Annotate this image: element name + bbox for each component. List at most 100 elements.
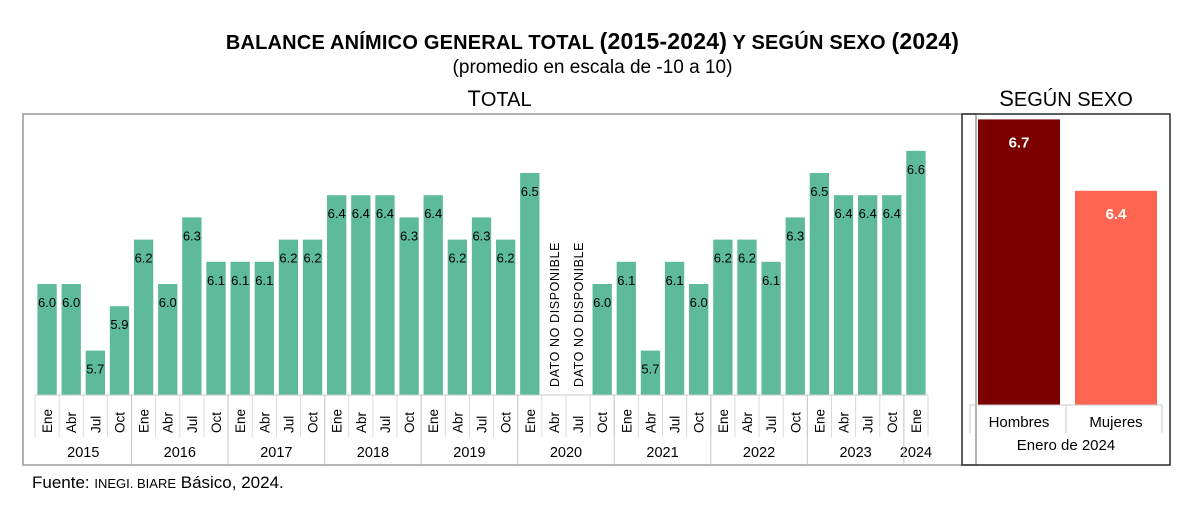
sexo-axis-label: Enero de 2024 [1017,437,1115,454]
total-bar-value: 6.2 [135,251,153,266]
total-bar [278,239,299,395]
sexo-bar [978,119,1060,406]
total-bar-value: 6.4 [883,206,901,221]
title-part-1: BALANCE ANÍMICO GENERAL TOTAL [225,32,600,54]
x-tick-label: Abr [643,411,658,433]
total-bar [327,195,347,395]
total-bar-value: 6.2 [497,251,515,266]
x-tick-label: Oct [595,412,610,433]
chart-subtitle: (promedio en escala de -10 a 10) [452,57,733,78]
total-bar-value: 6.4 [859,206,877,221]
total-bar [230,261,250,395]
x-tick-label: Ene [716,409,731,433]
x-tick-label: Abr [547,411,562,433]
total-bar-value: 6.4 [328,206,346,221]
x-tick-label: Oct [112,412,127,433]
total-bar-value: 6.4 [834,206,852,221]
total-title-cap: T [467,86,481,111]
total-bar-value: 6.2 [714,251,732,266]
total-bar [182,217,202,395]
year-label: 2023 [839,445,871,461]
year-label: 2020 [550,445,582,461]
x-tick-label: Jul [378,416,393,433]
total-bar [520,173,540,395]
x-tick-label: Ene [812,409,827,433]
total-bar [61,284,81,395]
total-bar-value: 6.0 [62,295,80,310]
x-tick-label: Jul [764,416,779,433]
total-bar-value: 6.4 [376,206,394,221]
missing-data-label: DATO NO DISPONIBLE [572,242,586,387]
sexo-title-rest: EGÚN SEXO [1013,89,1133,111]
x-tick-label: Abr [64,411,79,433]
total-bar-value: 6.0 [159,295,177,310]
total-bar [858,195,878,395]
x-tick-label: Jul [861,416,876,433]
chart-title: BALANCE ANÍMICO GENERAL TOTAL (2015-2024… [0,28,1185,55]
total-bar [689,284,709,395]
total-bar-value: 6.1 [666,273,684,288]
year-label: 2019 [453,445,485,461]
total-bar [302,239,323,395]
x-tick-label: Jul [475,416,490,433]
total-panel-title: TOTAL [23,86,976,112]
x-tick-label: Ene [233,409,248,433]
total-bar-value: 6.3 [400,228,418,243]
total-bar [592,284,612,395]
total-bar-value: 6.0 [690,295,708,310]
total-bar [158,284,178,395]
year-label: 2017 [260,445,292,461]
sexo-panel-frame [961,113,1171,466]
total-bar-value: 6.3 [183,228,201,243]
total-bar-value: 6.2 [279,251,297,266]
total-bar-value: 6.5 [521,184,539,199]
year-label: 2016 [164,445,196,461]
total-bar [37,284,57,395]
x-tick-label: Oct [788,412,803,433]
x-tick-label: Jul [668,416,683,433]
total-bar-value: 6.3 [472,228,490,243]
total-bar [882,195,902,395]
x-tick-label: Ene [523,409,538,433]
total-bar [471,217,492,395]
total-bar [133,239,154,395]
x-tick-label: Ene [137,409,152,433]
total-bar-value: 6.5 [810,184,828,199]
x-tick-label: Ene [330,409,345,433]
year-label: 2018 [357,445,389,461]
sexo-bar [1075,190,1157,405]
source-org: INEGI. BIARE [94,476,177,491]
year-label: 2015 [67,445,99,461]
total-bar [423,195,443,395]
total-bar-value: 5.9 [110,317,128,332]
x-tick-label: Oct [885,412,900,433]
source-suffix: Básico, 2024. [176,473,284,492]
source-prefix: Fuente: [32,473,95,492]
total-bar [713,239,733,395]
title-part-3: Y SEGÚN SEXO [727,32,892,54]
x-tick-label: Jul [88,416,103,433]
title-part-2: (2015-2024) [599,28,728,54]
x-tick-label: Abr [450,411,465,433]
total-bar [737,239,757,395]
total-bar [785,217,805,395]
total-bar [616,261,636,395]
x-tick-label: Oct [692,412,707,433]
total-bar-value: 5.7 [641,362,659,377]
year-label: 2024 [900,445,932,461]
x-tick-label: Abr [354,411,369,433]
x-tick-label: Jul [571,416,586,433]
x-tick-label: Oct [402,412,417,433]
year-label: 2022 [743,445,775,461]
total-bar [351,195,371,395]
total-bar [85,350,105,395]
x-tick-label: Abr [161,411,176,433]
total-bar-value: 6.4 [352,206,370,221]
sexo-bar-value: 6.4 [1106,206,1128,223]
total-bar [640,350,661,395]
source-note: Fuente: INEGI. BIARE Básico, 2024. [32,473,284,493]
x-tick-label: Ene [426,409,441,433]
total-bar [906,150,926,395]
total-bar-value: 6.0 [593,295,611,310]
